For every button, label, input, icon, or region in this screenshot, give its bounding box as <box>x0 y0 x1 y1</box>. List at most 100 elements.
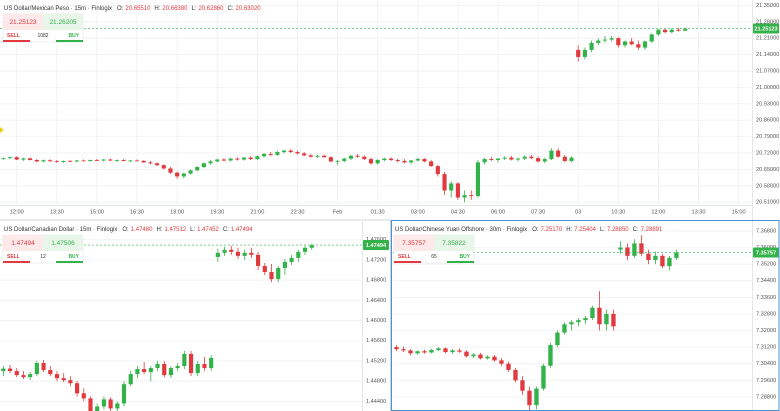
candle-body <box>576 320 581 323</box>
candle-body <box>188 353 194 374</box>
candle-body <box>249 252 254 255</box>
sell-price-box[interactable] <box>394 235 434 251</box>
candle-body <box>88 398 93 411</box>
last-price-box <box>363 240 389 251</box>
ohlc-value: 1.47452 <box>197 227 219 233</box>
candle-body <box>642 41 648 48</box>
ohlc-label: H: <box>154 6 160 12</box>
candle-body <box>462 195 467 198</box>
candle-body <box>576 49 581 57</box>
y-tick-label: 20.93000 <box>756 101 779 107</box>
candle-body <box>495 158 501 161</box>
candle-body <box>667 257 672 267</box>
candle-body <box>188 170 193 174</box>
quantity[interactable]: 12 <box>40 254 46 260</box>
candle-body <box>520 380 525 391</box>
candle-body <box>529 156 534 159</box>
y-tick-label: 1.45200 <box>366 358 386 364</box>
y-tick-label: 1.44800 <box>366 379 386 385</box>
sell-button[interactable]: SELL <box>398 254 411 260</box>
chart-title: US Dollar/Mexican Peso · 15m · Finlogix <box>4 6 112 12</box>
candle-body <box>422 159 427 162</box>
candle-body <box>142 369 147 373</box>
candle-body <box>395 160 400 161</box>
candle-body <box>335 160 340 162</box>
candle-body <box>262 265 267 273</box>
candle-body <box>261 153 267 157</box>
candle-body <box>536 158 541 162</box>
candle-body <box>28 374 33 378</box>
x-tick-label: 13:30 <box>692 209 706 215</box>
candle-body <box>485 356 490 359</box>
candle-body <box>402 160 407 163</box>
candle-body <box>541 365 546 389</box>
candle-body <box>646 253 651 260</box>
candle-body <box>61 160 66 162</box>
quantity[interactable]: 65 <box>431 254 437 260</box>
buy-price-box[interactable] <box>434 235 474 251</box>
sell-button[interactable]: SELL <box>7 33 20 39</box>
candle-body <box>108 159 113 161</box>
candle-body <box>534 388 539 406</box>
candle-body <box>602 39 608 41</box>
candle-body <box>660 255 665 267</box>
candle-body <box>168 368 174 376</box>
buy-price: 1.47506 <box>51 240 75 247</box>
candle-body <box>629 41 634 45</box>
candle-body <box>202 364 207 369</box>
candle-body <box>492 356 497 361</box>
candle-body <box>676 29 681 31</box>
y-tick-label: 1.46400 <box>366 298 386 304</box>
candle-body <box>221 159 227 161</box>
candle-body <box>114 160 120 161</box>
candle-body <box>68 160 73 162</box>
candle-body <box>162 364 167 376</box>
buy-price-box[interactable] <box>43 14 83 30</box>
sell-price-box[interactable] <box>3 235 43 251</box>
buy-button[interactable]: BUY <box>68 33 79 39</box>
buy-button[interactable]: BUY <box>459 254 470 260</box>
ohlc-value: 1.47480 <box>131 227 153 233</box>
candle-body <box>590 307 595 319</box>
candle-body <box>632 243 637 256</box>
candle-body <box>95 406 100 411</box>
x-tick-label: 03 <box>575 209 581 215</box>
candle-body <box>235 158 240 160</box>
candle-body <box>269 272 274 280</box>
candle-body <box>268 153 273 155</box>
candle-body <box>1 368 6 372</box>
candle-body <box>54 161 59 162</box>
x-tick-label: 13:30 <box>50 209 64 215</box>
candle-body <box>41 160 46 162</box>
sell-price-box[interactable] <box>3 14 43 30</box>
x-tick-label: 18:00 <box>170 209 184 215</box>
quantity[interactable]: 1082 <box>37 33 48 39</box>
sell-button[interactable]: SELL <box>7 254 20 260</box>
candle-body <box>175 366 180 369</box>
candle-body <box>74 160 79 162</box>
sell-price: 21.25123 <box>9 19 36 26</box>
y-tick-label: 21.07000 <box>756 68 779 74</box>
candle-body <box>368 159 374 164</box>
candle-body <box>609 38 614 40</box>
buy-button[interactable]: BUY <box>68 254 79 260</box>
candle-body <box>506 363 511 370</box>
candle-body <box>489 159 494 161</box>
candle-body <box>215 252 220 257</box>
y-tick-label: 20.79000 <box>756 134 779 140</box>
candle-body <box>34 160 39 162</box>
candle-body <box>68 380 73 384</box>
ohlc-value: 20.65510 <box>125 6 151 12</box>
candle-body <box>589 42 594 50</box>
candle-body <box>442 174 447 191</box>
candle-body <box>128 374 133 385</box>
y-tick-label: 7.30400 <box>756 361 776 367</box>
buy-price-box[interactable] <box>43 235 83 251</box>
candle-body <box>195 364 200 374</box>
y-tick-label: 21.14000 <box>756 52 779 58</box>
y-tick-label: 1.46000 <box>366 318 386 324</box>
candle-body <box>88 160 93 161</box>
candle-body <box>583 318 588 321</box>
y-tick-label: 21.35000 <box>756 3 779 9</box>
